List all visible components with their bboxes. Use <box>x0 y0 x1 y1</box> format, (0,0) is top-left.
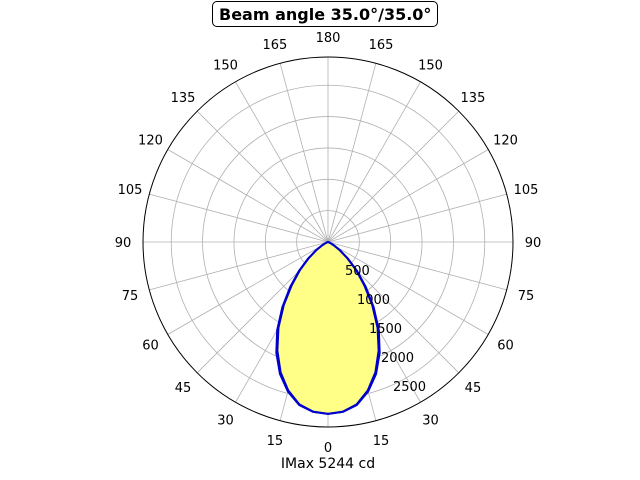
beam-curves <box>275 240 381 415</box>
angular-gridline <box>279 63 329 243</box>
radial-tick-label: 2500 <box>393 380 426 395</box>
beam-curve-1 <box>276 240 380 415</box>
angle-tick-label: 60 <box>142 339 159 354</box>
angle-tick-label: 75 <box>122 289 139 304</box>
radial-tick-label: 1000 <box>357 293 390 308</box>
tick-labels: 180 1651501351201059075604530150153045607… <box>115 31 542 456</box>
angle-tick-label: 105 <box>514 183 539 198</box>
x-axis-label: IMax 5244 cd <box>280 456 376 472</box>
angle-tick-label: 90 <box>115 236 132 251</box>
angle-tick-label: 15 <box>267 434 284 449</box>
angle-tick-label: 45 <box>175 381 192 396</box>
angle-tick-label: 165 <box>369 38 394 53</box>
angular-gridline <box>327 110 460 243</box>
outer-circle <box>142 56 514 428</box>
angle-tick-label: 45 <box>465 381 482 396</box>
angular-gridline <box>235 81 329 243</box>
angle-tick-label: 75 <box>518 289 535 304</box>
angular-gridline <box>327 81 421 243</box>
chart-title: Beam angle 35.0°/35.0° <box>212 1 439 27</box>
angle-tick-label: 120 <box>493 134 518 149</box>
angular-gridline <box>327 193 507 243</box>
angle-tick-label: 165 <box>263 38 288 53</box>
radial-tick-label: 1500 <box>369 322 402 337</box>
angular-gridline <box>149 241 329 291</box>
beam-fill <box>276 242 380 414</box>
angular-gridline <box>167 149 329 243</box>
radial-tick-label: 2000 <box>381 351 414 366</box>
angle-tick-label: 150 <box>418 58 443 73</box>
angle-tick-label: 135 <box>461 91 486 106</box>
radial-tick-label: 500 <box>345 264 370 279</box>
angular-gridline <box>327 241 489 335</box>
beam-fill-area <box>276 242 380 414</box>
angle-tick-label: 120 <box>138 134 163 149</box>
angle-tick-label: 15 <box>373 434 390 449</box>
angular-gridline <box>196 110 329 243</box>
angle-tick-label: 135 <box>171 91 196 106</box>
angle-tick-label: 150 <box>213 58 238 73</box>
angle-tick-label: 180 <box>316 31 341 46</box>
angle-tick-label: 0 <box>324 441 332 456</box>
angle-tick-label: 30 <box>217 414 234 429</box>
angular-gridline <box>327 149 489 243</box>
angular-gridline <box>327 63 377 243</box>
angular-gridline <box>167 241 329 335</box>
angular-gridline <box>149 193 329 243</box>
angle-tick-label: 90 <box>525 236 542 251</box>
angle-tick-label: 60 <box>497 339 514 354</box>
angle-tick-label: 105 <box>118 183 143 198</box>
angle-tick-label: 30 <box>422 414 439 429</box>
angular-gridline <box>327 241 507 291</box>
